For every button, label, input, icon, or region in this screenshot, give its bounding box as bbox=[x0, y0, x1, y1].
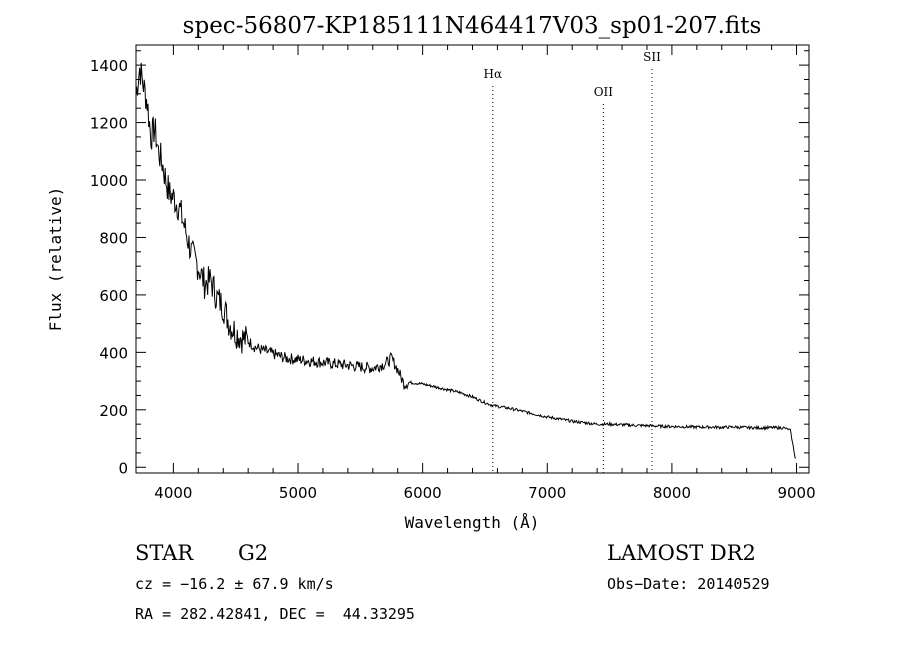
coordinates: RA = 282.42841, DEC = 44.33295 bbox=[135, 605, 415, 623]
spectral-line-markers: Hα OII SII bbox=[484, 50, 661, 473]
spectral-line-label: Hα bbox=[484, 67, 503, 81]
spectral-line-label: OII bbox=[594, 85, 614, 99]
y-tick-label: 200 bbox=[99, 402, 128, 420]
x-tick-label: 6000 bbox=[404, 484, 442, 502]
y-tick-label: 800 bbox=[99, 229, 128, 247]
axis-ticks: 4000 5000 6000 7000 8000 9000 0 200 400 600 800 100… bbox=[90, 45, 816, 502]
redshift-cz: cz = −16.2 ± 67.9 km/s bbox=[135, 575, 334, 593]
plot-frame bbox=[135, 44, 810, 474]
y-axis-label: Flux (relative) bbox=[46, 187, 65, 332]
x-tick-label: 4000 bbox=[154, 484, 192, 502]
y-tick-label: 1000 bbox=[90, 172, 128, 190]
observation-date: Obs−Date: 20140529 bbox=[607, 575, 770, 593]
y-tick-label: 400 bbox=[99, 344, 128, 362]
x-axis-label: Wavelength (Å) bbox=[405, 513, 540, 532]
chart-title: spec-56807-KP185111N464417V03_sp01-207.f… bbox=[183, 13, 762, 39]
spectral-line-label: SII bbox=[643, 50, 661, 64]
x-tick-label: 5000 bbox=[279, 484, 317, 502]
x-tick-label: 8000 bbox=[653, 484, 691, 502]
object-subclass: G2 bbox=[238, 541, 269, 565]
spectrum-line bbox=[135, 62, 796, 459]
x-tick-label: 7000 bbox=[528, 484, 566, 502]
y-tick-label: 600 bbox=[99, 287, 128, 305]
y-tick-label: 0 bbox=[118, 459, 128, 477]
x-tick-label: 9000 bbox=[777, 484, 815, 502]
object-class: STAR bbox=[135, 541, 194, 565]
y-tick-label: 1400 bbox=[90, 57, 128, 75]
survey-label: LAMOST DR2 bbox=[607, 541, 756, 565]
y-tick-label: 1200 bbox=[90, 115, 128, 133]
